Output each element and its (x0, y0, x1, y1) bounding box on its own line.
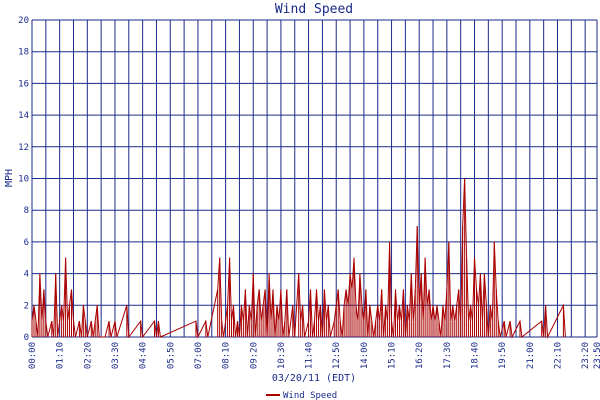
x-tick-label: 00:00 (28, 342, 38, 369)
x-tick-label: 10:30 (277, 342, 287, 369)
x-tick-label: 12:50 (332, 342, 342, 369)
y-tick-label: 2 (24, 301, 29, 311)
x-tick-label: 02:20 (83, 342, 93, 369)
chart-title: Wind Speed (275, 2, 353, 17)
y-axis-label: MPH (4, 169, 15, 187)
x-axis-ticks: 00:00 01:10 02:20 03:30 04:40 05:50 07:00 08:10… (28, 342, 600, 369)
x-tick-label: 11:40 (305, 342, 315, 369)
y-tick-label: 18 (18, 48, 29, 58)
x-tick-label: 04:40 (139, 342, 149, 369)
legend-label: Wind Speed (283, 391, 337, 400)
x-tick-label: 19:50 (498, 342, 508, 369)
y-tick-label: 8 (24, 206, 29, 216)
legend: Wind Speed (266, 391, 337, 400)
y-tick-label: 14 (18, 111, 29, 121)
x-tick-label: 08:10 (222, 342, 232, 369)
x-tick-label: 23:20 (581, 342, 591, 369)
series-layer (31, 178, 566, 339)
x-tick-label: 07:00 (194, 342, 204, 369)
y-tick-label: 10 (18, 175, 29, 185)
x-tick-label: 18:40 (471, 342, 481, 369)
x-tick-label: 22:10 (553, 342, 563, 369)
x-tick-label: 09:20 (249, 342, 259, 369)
x-tick-label: 14:00 (360, 342, 370, 369)
y-axis-ticks: 0 2 4 6 8 10 12 14 16 18 20 (18, 16, 29, 343)
x-tick-label: 15:10 (388, 342, 398, 369)
y-tick-label: 16 (18, 79, 29, 89)
y-tick-label: 20 (18, 16, 29, 26)
x-axis-label: 03/20/11 (EDT) (272, 373, 356, 384)
x-tick-label: 23:50 (593, 342, 600, 369)
y-tick-label: 6 (24, 238, 29, 248)
x-tick-label: 16:20 (415, 342, 425, 369)
y-tick-label: 0 (24, 333, 29, 343)
series-line (31, 178, 566, 339)
y-tick-label: 12 (18, 143, 29, 153)
grid (31, 19, 598, 338)
x-tick-label: 05:50 (166, 342, 176, 369)
x-tick-label: 17:30 (443, 342, 453, 369)
x-tick-label: 03:30 (111, 342, 121, 369)
x-tick-label: 21:00 (526, 342, 536, 369)
y-tick-label: 4 (24, 270, 29, 280)
x-tick-label: 01:10 (56, 342, 66, 369)
